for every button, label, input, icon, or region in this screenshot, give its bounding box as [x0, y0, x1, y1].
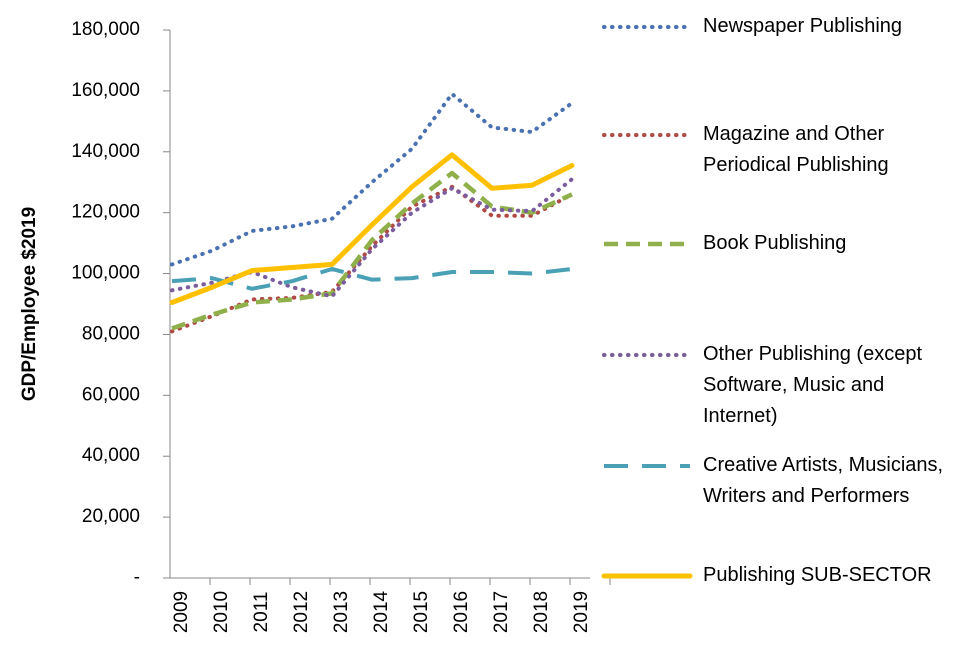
y-tick-label: 20,000	[82, 506, 140, 527]
x-tick-label: 2016	[451, 591, 472, 633]
y-tick-label: 100,000	[71, 263, 140, 284]
legend-label: Newspaper Publishing	[703, 15, 903, 37]
y-tick-label: 180,000	[71, 19, 140, 40]
x-tick-label: 2009	[171, 591, 192, 633]
x-tick-label: 2017	[491, 591, 512, 633]
y-axis-label: GDP/Employee $2019	[19, 207, 40, 401]
legend-label: Creative Artists, Musicians, Writers and…	[703, 454, 944, 507]
series-line	[169, 152, 575, 305]
x-tick-label: 2013	[331, 591, 352, 633]
y-tick-label: 140,000	[71, 141, 140, 162]
x-tick-label: 2015	[411, 591, 432, 633]
legend-label: Book Publishing	[703, 232, 847, 254]
legend-label: Magazine and Other Periodical Publishing	[703, 123, 889, 176]
x-tick-label: 2014	[371, 590, 392, 633]
x-tick-label: 2011	[251, 592, 272, 633]
y-tick-label: 120,000	[71, 202, 140, 223]
series-line	[171, 266, 573, 291]
x-tick-label: 2010	[211, 591, 232, 633]
x-tick-label: 2019	[571, 591, 592, 633]
legend-label: Publishing SUB-SECTOR	[703, 564, 932, 586]
legend-label: Other Publishing (except Software, Music…	[703, 343, 923, 427]
y-tick-label: 60,000	[82, 384, 140, 405]
series-line	[170, 91, 574, 267]
y-tick-label: -	[134, 567, 140, 588]
y-tick-label: 160,000	[71, 80, 140, 101]
y-tick-label: 40,000	[82, 445, 140, 466]
x-tick-label: 2018	[531, 591, 552, 633]
x-tick-label: 2012	[291, 591, 312, 633]
series-line	[171, 170, 573, 331]
y-tick-label: 80,000	[82, 323, 140, 344]
